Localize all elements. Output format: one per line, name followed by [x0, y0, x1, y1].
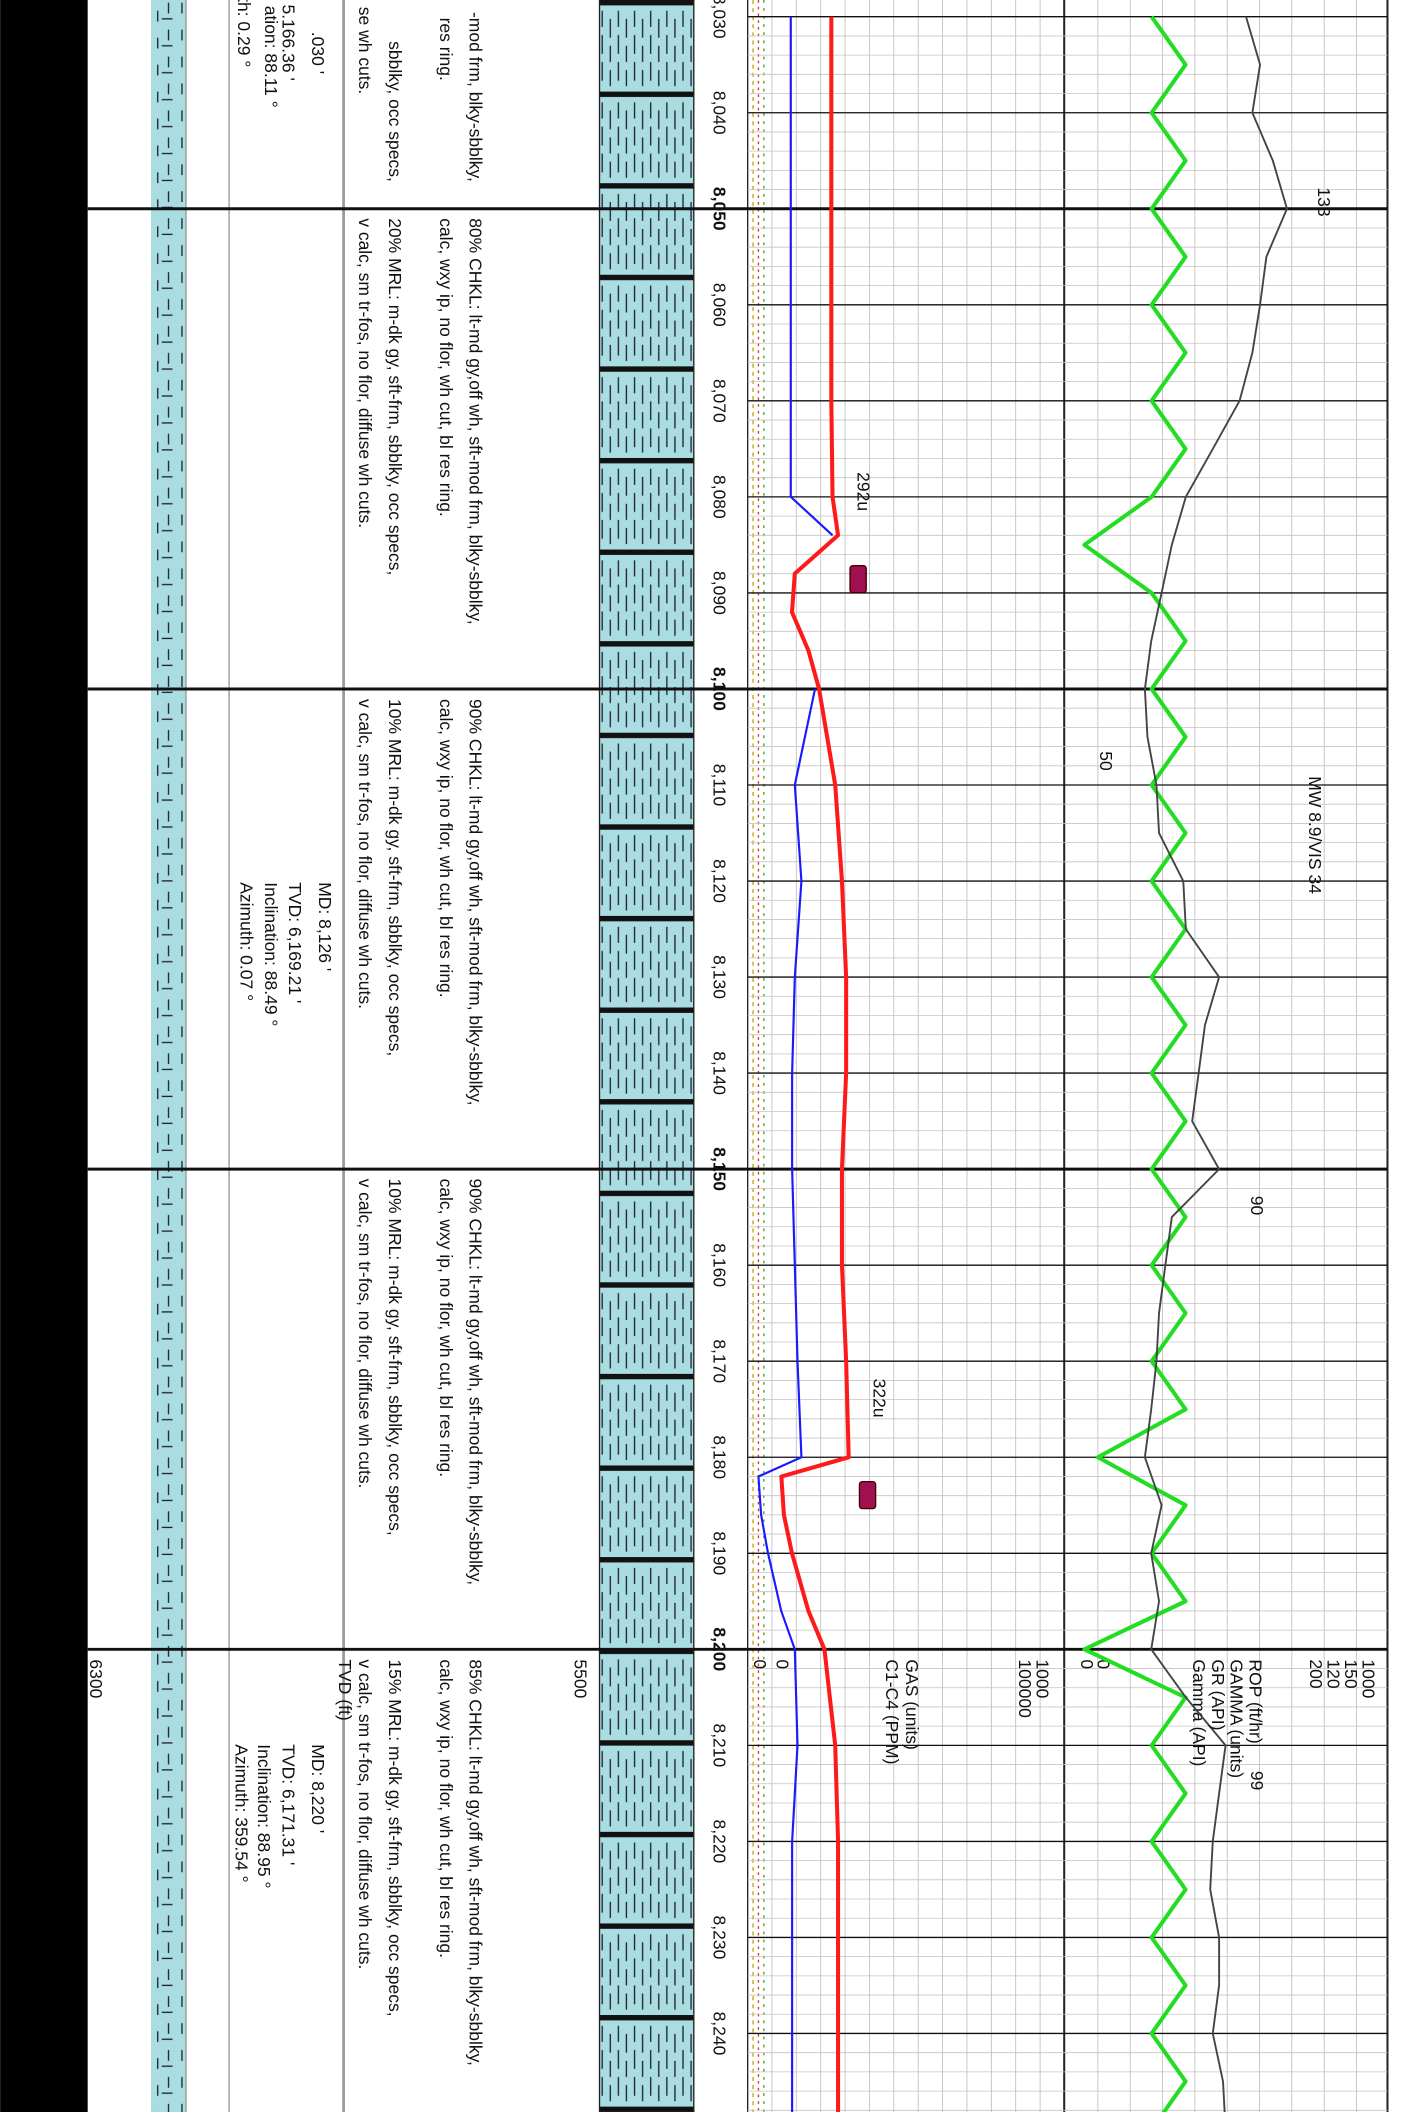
depth-label: 8,190	[709, 1531, 729, 1575]
depth-label: 8,200	[709, 1627, 729, 1671]
description-line: v calc, sm tr-fos, no flor, diffuse wh c…	[355, 699, 375, 1009]
description-line: -mod frm, blky-sbblky,	[466, 12, 486, 182]
lithology-strip	[150, 0, 186, 2112]
description-line: calc, wxy ip, no flor, wh cut, bl res ri…	[436, 218, 456, 517]
baseline-dashes	[752, 0, 765, 2112]
depth-label: 8,220	[709, 1820, 729, 1864]
depth-label: 8,230	[709, 1916, 729, 1960]
scale-max: 120	[1324, 1659, 1344, 1688]
depth-label: 8,120	[709, 859, 729, 903]
depth-label: 8,090	[709, 571, 729, 615]
survey-line: TVD: 6,171.31 '	[278, 1744, 298, 1865]
scale-min: 0	[1077, 1659, 1097, 1669]
curve	[1143, 16, 1288, 2112]
curve	[1082, 15, 1188, 2112]
depth-label: 8,060	[709, 283, 729, 327]
survey-line: MD: 8,126 '	[315, 882, 335, 971]
survey-line: Inclination: 88.49 °	[261, 882, 281, 1026]
depth-label: 8,070	[709, 379, 729, 423]
description-line: 20% MRL: m-dk gy, sft-frm, sbblky, occ s…	[385, 218, 405, 575]
annotation: 322u	[870, 1379, 890, 1418]
depth-label: 8,180	[709, 1435, 729, 1479]
description-line: res ring.	[436, 18, 456, 81]
description-line: sbblky, occ specs,	[385, 41, 405, 182]
depth-label: 8,110	[709, 764, 729, 807]
description-line: 90% CHKL: lt-md gy,off wh, sft-mod frm, …	[466, 1179, 486, 1586]
grid	[87, 0, 1388, 2112]
lithology-column	[599, 0, 694, 2112]
description-line: 15% MRL: m-dk gy, sft-frm, sbblky, occ s…	[385, 1659, 405, 2016]
annotation: MW 8.9/VIS 34	[1305, 776, 1325, 894]
curve	[779, 16, 851, 2112]
description-line: 10% MRL: m-dk gy, sft-frm, sbblky, occ s…	[385, 699, 405, 1056]
annotation: 50	[1096, 751, 1116, 771]
scale-min: 0	[1093, 1659, 1113, 1669]
depth-label: 8,240	[709, 2012, 729, 2056]
scale-min: 0	[773, 1659, 793, 1669]
survey-line: Azimuth: 359.54 °	[231, 1744, 251, 1882]
survey-line: MD: 8,220 '	[308, 1744, 328, 1833]
description-line: v calc, sm tr-fos, no flor, diffuse wh c…	[355, 1179, 375, 1489]
depth-label: 8,150	[709, 1147, 729, 1191]
depth-label: 8,160	[709, 1243, 729, 1287]
description-line: v calc, sm tr-fos, no flor, diffuse wh c…	[355, 218, 375, 528]
tvd-label: 5500	[571, 1659, 591, 1698]
description-line: calc, wxy ip, no flor, wh cut, bl res ri…	[436, 1179, 456, 1478]
annotation: 133	[1314, 187, 1334, 216]
annotation: 99	[1247, 1771, 1267, 1790]
track-label: GAS (units)	[902, 1659, 922, 1749]
scale-max: 150	[1341, 1659, 1361, 1688]
survey-line: ation: 88.11 °	[261, 6, 281, 108]
track-label: C1-C4 (PPM)	[882, 1659, 902, 1764]
annotation: 90	[1247, 1196, 1267, 1216]
scale-max: 200	[1306, 1659, 1326, 1688]
curve	[757, 16, 834, 2112]
survey-line: Inclination: 88.95 °	[254, 1744, 274, 1888]
scale-max: 1000	[1033, 1659, 1053, 1698]
survey-line: .030 '	[308, 32, 328, 74]
description-line: v calc, sm tr-fos, no flor, diffuse wh c…	[355, 1659, 375, 1969]
scale-max: 100000	[1015, 1659, 1035, 1718]
depth-label: 8,100	[709, 667, 729, 711]
depth-label: 8,030	[709, 0, 729, 39]
survey-line: TVD: 6,169.21 '	[285, 882, 305, 1003]
left-band	[0, 0, 88, 2112]
track-label: ROP (ft/hr)	[1245, 1659, 1265, 1743]
scale-max: 1000	[1359, 1659, 1379, 1698]
depth-label: 8,080	[709, 475, 729, 519]
survey-line: 5.166.36 '	[278, 4, 298, 80]
description-line: 80% CHKL: lt-md gy,off wh, sft-mod frm, …	[466, 218, 486, 625]
description-line: 90% CHKL: lt-md gy,off wh, sft-mod frm, …	[466, 699, 486, 1106]
depth-label: 8,170	[709, 1339, 729, 1383]
gas-samples	[849, 565, 877, 1510]
description-line: calc, wxy ip, no flor, wh cut, bl res ri…	[436, 699, 456, 998]
description-line: calc, wxy ip, no flor, wh cut, bl res ri…	[436, 1659, 456, 1958]
description-line: se wh cuts.	[355, 7, 375, 95]
depth-label: 8,050	[709, 187, 729, 231]
survey-line: th: 0.29 °	[234, 0, 254, 67]
track-label: GR (API)	[1208, 1659, 1228, 1730]
depth-label: 8,210	[709, 1723, 729, 1767]
tvd-label: 6300	[86, 1659, 106, 1698]
depth-label: 8,130	[709, 955, 729, 999]
annotation: 292u	[854, 472, 874, 511]
column-borders	[185, 0, 1389, 2112]
track-label: GAMMA (units)	[1227, 1659, 1247, 1778]
description-line: 85% CHKL: lt-md gy,off wh, sft-mod frm, …	[466, 1659, 486, 2065]
depth-label: 8,140	[709, 1051, 729, 1095]
depth-label: 8,040	[709, 91, 729, 135]
survey-line: Azimuth: 0.07 °	[237, 882, 257, 1001]
scale-min: 0	[750, 1659, 770, 1669]
tvd-title: TVD (ft)	[335, 1659, 355, 1720]
description-line: 10% MRL: m-dk gy, sft-frm, sbblky, occ s…	[385, 1179, 405, 1536]
